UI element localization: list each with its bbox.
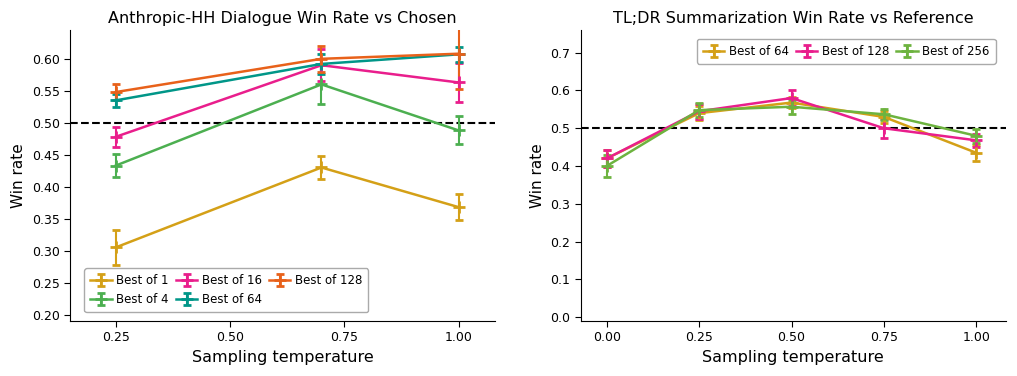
Y-axis label: Win rate: Win rate <box>11 143 26 208</box>
X-axis label: Sampling temperature: Sampling temperature <box>703 350 884 365</box>
Title: Anthropic-HH Dialogue Win Rate vs Chosen: Anthropic-HH Dialogue Win Rate vs Chosen <box>108 11 457 26</box>
Title: TL;DR Summarization Win Rate vs Reference: TL;DR Summarization Win Rate vs Referenc… <box>613 11 973 26</box>
X-axis label: Sampling temperature: Sampling temperature <box>192 350 373 365</box>
Y-axis label: Win rate: Win rate <box>530 143 545 208</box>
Legend: Best of 64, Best of 128, Best of 256: Best of 64, Best of 128, Best of 256 <box>697 39 996 64</box>
Legend: Best of 1, Best of 4, Best of 16, Best of 64, Best of 128: Best of 1, Best of 4, Best of 16, Best o… <box>84 268 368 312</box>
